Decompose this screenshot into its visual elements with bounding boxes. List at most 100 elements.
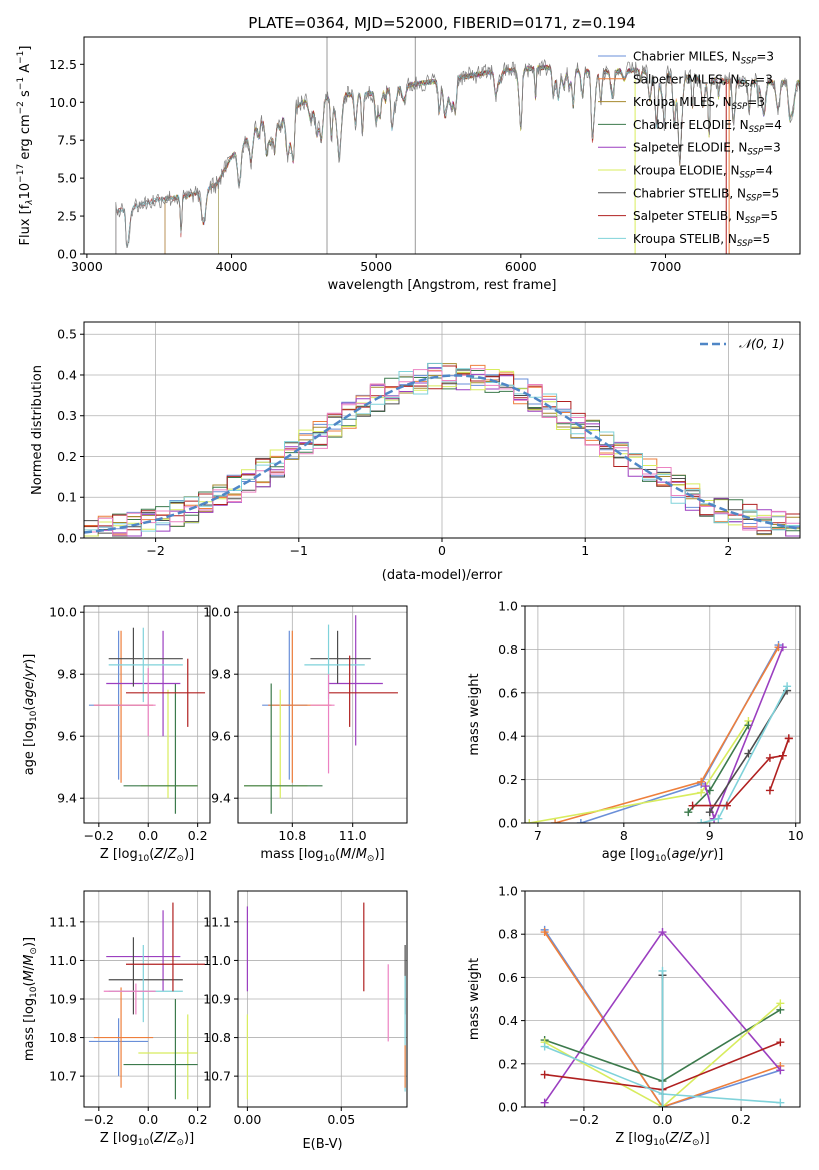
x-tick-label: −1 (290, 543, 308, 558)
x-tick-label: 5000 (360, 259, 392, 274)
y-tick-label: 9.4 (57, 791, 77, 806)
y-tick-label: 9.8 (211, 667, 231, 682)
y-tick-label: 0.3 (57, 408, 77, 423)
x-tick-label: 0 (438, 543, 446, 558)
y-tick-label: 11.0 (49, 953, 77, 968)
y-axis-label: mass weight (467, 673, 482, 755)
y-tick-label: 0.0 (57, 247, 77, 262)
weight-marker (697, 819, 706, 823)
y-tick-label: 0.4 (498, 729, 518, 744)
y-tick-label: 11.1 (203, 914, 231, 929)
x-tick-label: −0.2 (569, 1112, 599, 1127)
x-axis-label: E(B-V) (302, 1137, 342, 1152)
x-tick-label: 10.8 (278, 828, 306, 843)
y-tick-label: 5.0 (57, 171, 77, 186)
weight-marker (765, 786, 774, 795)
gaussian-reference-line (84, 374, 800, 534)
y-tick-label: 9.4 (211, 791, 231, 806)
x-tick-label: −0.2 (84, 1112, 114, 1127)
x-tick-label: 0.0 (653, 1112, 673, 1127)
weight-line (544, 1002, 781, 1107)
weight-marker (576, 819, 585, 823)
mass-weight-vs-metallicity-panel: −0.2 0.0 0.2 0.0 0.2 0.4 0.6 0.8 1.0 Z [log10(Z/Z… (467, 884, 801, 1148)
y-tick-label: 0.0 (498, 1100, 518, 1115)
y-tick-label: 12.5 (49, 57, 77, 72)
x-tick-label: 10 (788, 828, 804, 843)
x-tick-label: 9 (706, 828, 714, 843)
weight-marker (778, 643, 787, 652)
weight-marker (714, 814, 723, 823)
x-tick-label: 7000 (650, 259, 682, 274)
weight-marker (776, 1038, 785, 1047)
x-axis-label: age [log10(age/yr)] (602, 847, 724, 864)
model-spectrum-line (164, 64, 800, 254)
y-axis-label: Flux [fλ10−17 erg cm−2 s−1 A−1] (16, 46, 35, 246)
y-tick-label: 10.0 (49, 605, 77, 620)
y-tick-label: 0.6 (498, 970, 518, 985)
y-tick-label: 0.0 (57, 531, 77, 546)
y-tick-label: 10.9 (203, 992, 231, 1007)
y-tick-label: 0.1 (57, 490, 77, 505)
model-spectrum-line (218, 64, 800, 254)
weight-marker (658, 1103, 667, 1107)
y-tick-label: 0.8 (498, 927, 518, 942)
legend-label: Salpeter MILES, NSSP=3 (633, 72, 773, 89)
x-tick-label: 0.0 (138, 828, 158, 843)
y-tick-label: 0.5 (57, 327, 77, 342)
y-axis-label: age [log10(age/yr)] (22, 654, 39, 776)
legend-label: Salpeter ELODIE, NSSP=3 (633, 141, 781, 158)
y-tick-label: 0.6 (498, 685, 518, 700)
weight-marker (658, 966, 667, 975)
mass-vs-metallicity-panel: −0.2 0.0 0.2 10.7 10.8 10.9 11.0 11.1 Z [log10(Z… (22, 890, 211, 1148)
y-tick-label: 10.7 (49, 1069, 77, 1084)
weight-marker (776, 1066, 785, 1075)
legend-label: Chabrier STELIB, NSSP=5 (633, 186, 779, 203)
x-tick-label: 0.2 (188, 828, 208, 843)
y-tick-label: 0.8 (498, 642, 518, 657)
weight-marker (697, 788, 706, 797)
x-axis-label: wavelength [Angstrom, rest frame] (328, 278, 557, 293)
plot-area (115, 37, 800, 254)
plot-area (540, 925, 785, 1107)
model-spectrum-line (164, 64, 800, 254)
weight-line (769, 738, 790, 791)
weight-marker (551, 819, 560, 823)
age-vs-mass-panel: 10.8 11.0 9.4 9.6 9.8 10.0 mass [log10(M/M⊙)] (203, 605, 408, 864)
weight-marker (688, 801, 697, 810)
weight-marker (701, 782, 710, 791)
weight-marker (658, 928, 667, 937)
y-tick-label: 7.5 (57, 133, 77, 148)
mass-weight-vs-age-panel: 7 8 9 10 0.0 0.2 0.4 0.6 0.8 1.0 age [log10(age/yr… (467, 599, 804, 865)
weight-marker (540, 1042, 549, 1051)
x-tick-label: 11.0 (339, 828, 367, 843)
x-tick-label: 0.05 (327, 1112, 355, 1127)
weight-marker (722, 801, 731, 810)
y-tick-label: 9.6 (57, 729, 77, 744)
weight-marker (765, 753, 774, 762)
y-tick-label: 9.6 (211, 729, 231, 744)
x-tick-label: 0.2 (731, 1112, 751, 1127)
y-tick-label: 10.9 (49, 992, 77, 1007)
x-tick-label: 2 (724, 543, 732, 558)
legend-label: Kroupa STELIB, NSSP=5 (633, 232, 770, 249)
x-axis-label: Z [log10(Z/Z⊙)] (100, 847, 194, 864)
x-tick-label: 0.0 (138, 1112, 158, 1127)
weight-marker (540, 1070, 549, 1079)
y-axis-label: mass weight (467, 958, 482, 1040)
y-axis-label: Normed distribution (30, 365, 45, 495)
weight-marker (525, 819, 534, 823)
plot-area (88, 627, 206, 814)
legend-label: Chabrier MILES, NSSP=3 (633, 50, 774, 67)
y-tick-label: 1.0 (498, 599, 518, 614)
spectrum-panel: 3000 4000 5000 6000 7000 0.0 2.5 5.0 7.5 10.0 12.5… (16, 36, 801, 293)
x-tick-label: −2 (146, 543, 164, 558)
age-vs-metallicity-panel: −0.2 0.0 0.2 9.4 9.6 9.8 10.0 Z [log10(Z/Z⊙)] ag… (22, 605, 211, 864)
legend-label: 𝒩(0, 1) (739, 336, 785, 351)
y-tick-label: 10.0 (203, 605, 231, 620)
x-tick-label: 3000 (71, 259, 103, 274)
legend-label: Salpeter STELIB, NSSP=5 (633, 209, 778, 226)
y-axis-label: mass [log10(M/M⊙)] (22, 937, 39, 1061)
y-tick-label: 11.0 (203, 953, 231, 968)
y-tick-label: 10.7 (203, 1069, 231, 1084)
